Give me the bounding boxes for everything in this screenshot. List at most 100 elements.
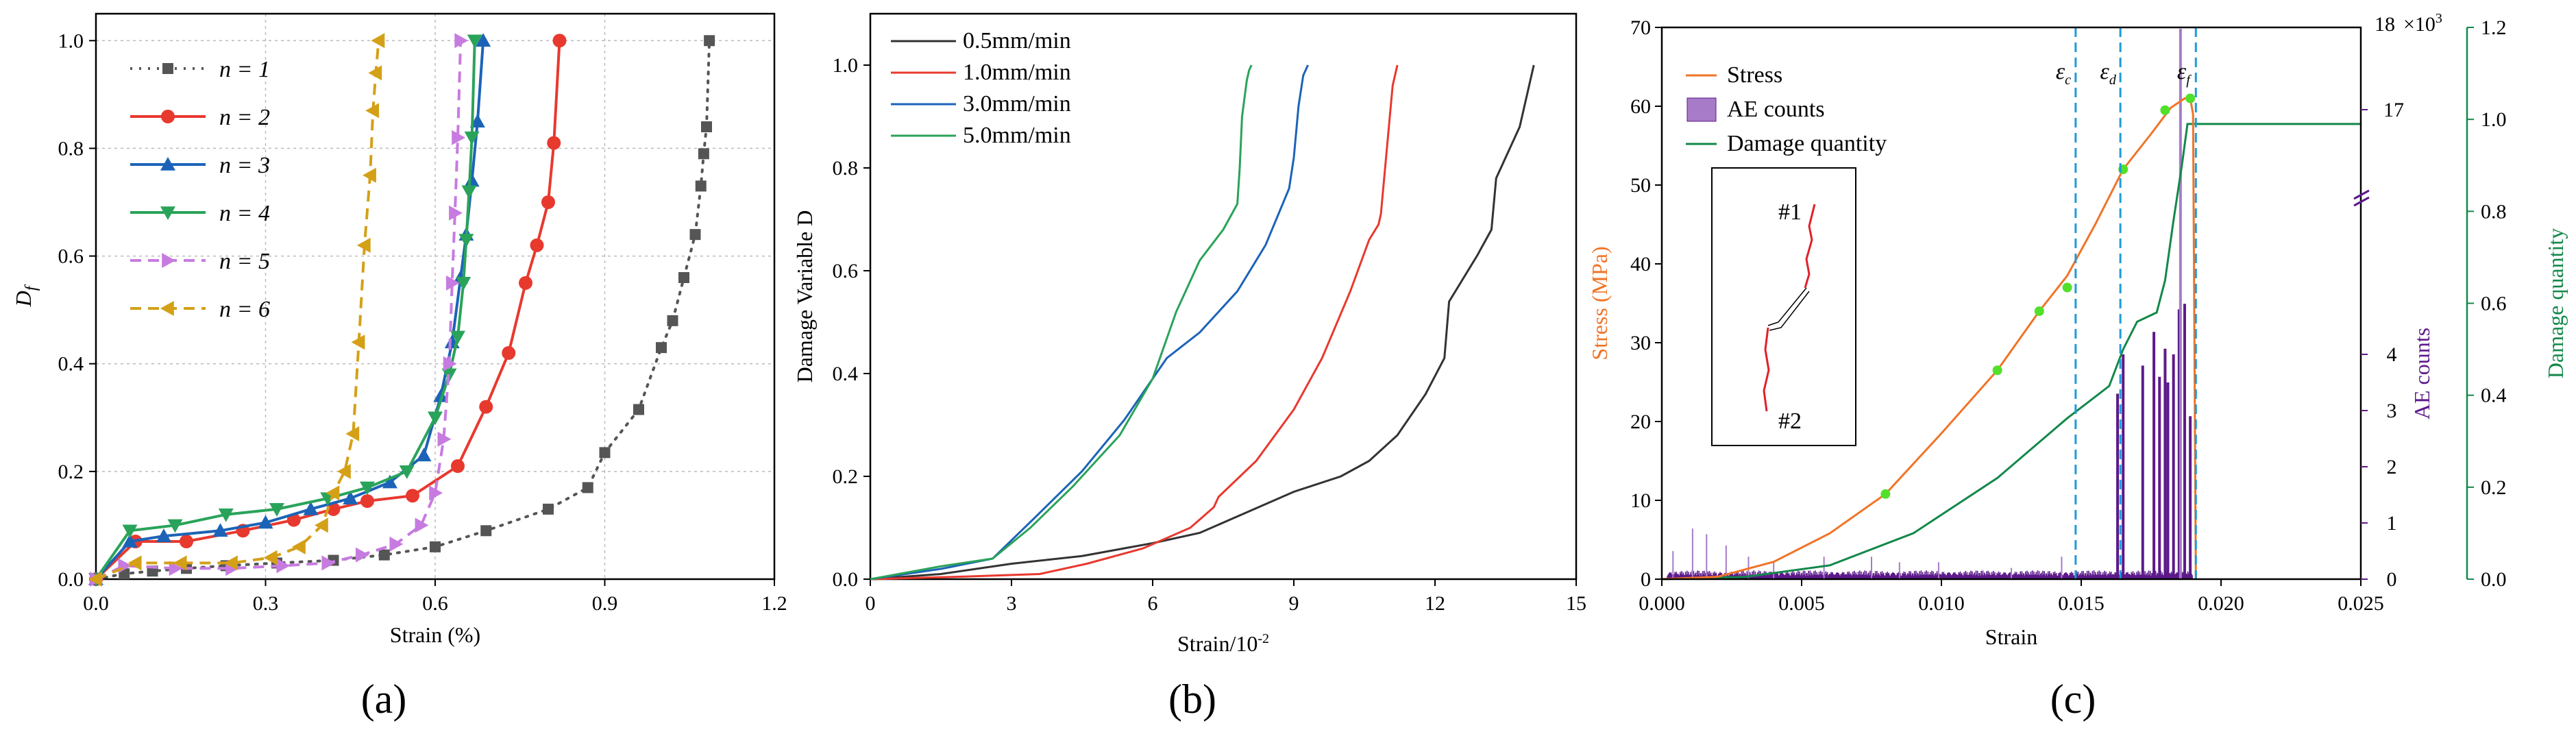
legend-text-n5: n = 5 [219, 249, 270, 274]
x-tick-label: 0.025 [2338, 592, 2384, 615]
series-point-n3 [416, 448, 432, 462]
panel-label-b: (b) [1168, 676, 1216, 722]
series-point-n6 [263, 550, 278, 565]
series-point-n4 [456, 277, 471, 291]
series-point-n2 [326, 502, 341, 516]
series-point-n6 [365, 103, 380, 119]
series-point-n6 [326, 485, 340, 501]
series-point-n6 [356, 237, 371, 253]
plot-frame-a [95, 12, 776, 581]
crack-link [1769, 291, 1810, 331]
y-tick-label: 0.0 [833, 568, 859, 591]
x-axis-label-b: Strain/10-2 [1177, 631, 1269, 656]
x-tick-label: 6 [1148, 592, 1158, 615]
series-point-n4 [467, 34, 482, 49]
series-point-n5 [445, 275, 460, 291]
ae-tick-label: 17 [2383, 99, 2404, 121]
series-point-n4 [399, 465, 415, 479]
y-tick-label: 0 [1641, 568, 1651, 591]
ae-tick-label: 0 [2387, 568, 2397, 591]
y-tick-label: 40 [1630, 253, 1651, 276]
series-point-n1 [689, 229, 701, 241]
series-point-n4 [464, 131, 480, 145]
strain-marker-label: εc [2056, 59, 2071, 88]
x-tick-label: 0.005 [1778, 592, 1825, 615]
strain-marker-sub: c [2065, 73, 2071, 88]
legend-text-n6: n = 6 [219, 297, 270, 322]
series-point-n1 [656, 342, 667, 354]
series-line-b1 [870, 64, 1535, 581]
series-line-n4 [95, 40, 476, 581]
y-tick-label: 0.2 [58, 461, 84, 483]
series-point-n6 [345, 426, 360, 441]
series-point-n4 [360, 481, 375, 496]
y-tick-label: 0.8 [833, 157, 859, 180]
series-point-n1 [378, 549, 390, 561]
ae-noise [1667, 570, 2193, 579]
series-point-n4 [122, 524, 138, 539]
y-tick-label: 70 [1630, 16, 1651, 39]
ae-scale-sup: 3 [2436, 11, 2442, 26]
legend-text-stress: Stress [1727, 62, 1782, 88]
legend-text-b3: 3.0mm/min [963, 91, 1071, 117]
series-point-n3 [156, 528, 171, 542]
series-point-n3 [258, 515, 273, 529]
series-point-n6 [88, 572, 102, 587]
damage-tick-label: 0.0 [2481, 568, 2507, 591]
y-tick-label: 1.0 [58, 29, 84, 52]
x-tick-label: 9 [1289, 592, 1299, 615]
ae-scale-label: ×103 [2403, 11, 2442, 36]
y-tick-label: 0.0 [58, 568, 84, 591]
series-point-n3 [382, 474, 397, 489]
stress-marker [2034, 306, 2044, 316]
x-tick-label: 0.015 [2058, 592, 2105, 615]
damage-tick-label: 0.2 [2481, 476, 2507, 499]
y-tick-label: 60 [1630, 95, 1651, 118]
legend-text-b1: 0.5mm/min [963, 28, 1071, 53]
series-line-n3 [95, 40, 485, 581]
stress-marker [1880, 489, 1891, 499]
y-tick-label: 0.6 [58, 245, 84, 268]
x-tick-label: 0.6 [422, 592, 448, 615]
series-point-n6 [127, 555, 142, 571]
legend-marker-n4 [160, 206, 175, 220]
y-tick-label: 0.8 [58, 137, 84, 160]
strain-marker-sub: d [2109, 73, 2117, 88]
legend-swatch-ae [1686, 97, 1717, 122]
crack-link [1767, 287, 1807, 326]
x-axis-label-a: Strain (%) [390, 622, 480, 647]
series-point-n2 [479, 400, 493, 414]
stress-marker [2062, 282, 2072, 293]
series-point-n1 [599, 447, 611, 459]
axis-break [2353, 189, 2370, 200]
legend-text-damage: Damage quantity [1727, 131, 1887, 156]
ae-tick-label: 3 [2387, 400, 2397, 422]
strain-marker-label: εf [2177, 59, 2192, 88]
series-point-n4 [458, 234, 474, 247]
crack-1 [1804, 204, 1816, 289]
series-point-n1 [667, 315, 678, 326]
series-point-n1 [695, 180, 707, 192]
legend-text-b2: 1.0mm/min [963, 60, 1071, 85]
x-tick-label: 12 [1425, 592, 1445, 615]
ae-tick-label: 4 [2387, 343, 2397, 366]
chart-a: 0.0 0.3 0.6 0.9 1.2 0.0 0.2 0.4 0.6 0.8 1.0 Strain … [11, 12, 787, 647]
axis-break [2353, 196, 2370, 207]
series-point-n6 [337, 463, 351, 479]
series-point-n5 [452, 130, 465, 145]
series-point-n5 [454, 33, 469, 49]
legend-text-n3: n = 3 [219, 153, 270, 178]
series-point-n2 [541, 195, 555, 209]
stress-marker [2160, 105, 2170, 115]
series-line-n1 [95, 39, 711, 581]
series-point-n4 [428, 411, 443, 426]
series-point-n2 [180, 535, 193, 548]
y-tick-label: 0.6 [833, 260, 859, 282]
chart-b: 0 3 6 9 12 15 0.0 0.2 0.4 0.6 0.8 1.0 Strain/10-2 Dam… [792, 12, 1586, 656]
series-line-b2 [870, 64, 1399, 581]
series-point-n1 [633, 404, 644, 415]
series-point-n4 [167, 519, 183, 533]
series-point-n3 [464, 173, 480, 187]
stress-marker [2185, 93, 2196, 103]
series-point-n2 [502, 346, 516, 360]
